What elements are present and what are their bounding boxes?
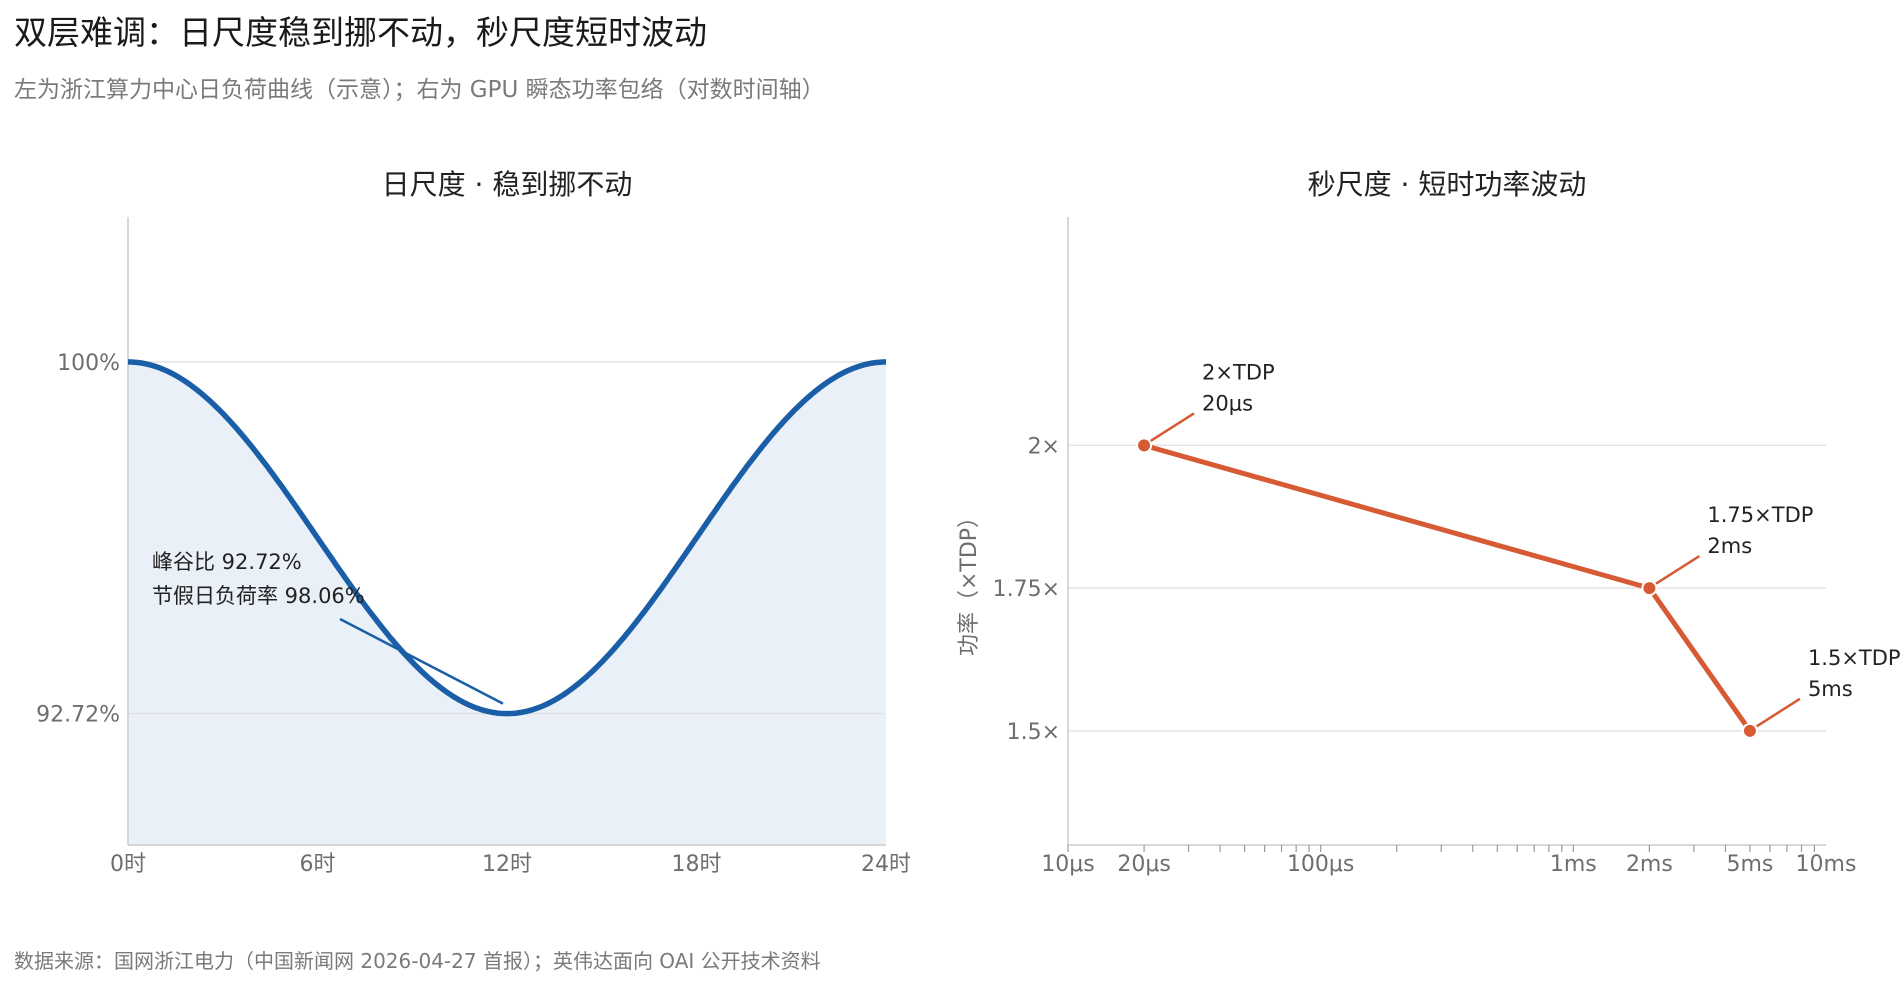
left-x-tick-label: 6时 xyxy=(300,852,336,877)
right-x-tick-label: 10μs xyxy=(1041,852,1094,877)
annotation-holiday-load-rate: 节假日负荷率 98.06% xyxy=(152,584,365,608)
right-y-tick-label: 1.75× xyxy=(993,577,1060,602)
point-leader-line xyxy=(1755,697,1801,728)
point-time-label: 5ms xyxy=(1808,677,1853,701)
annotation-peak-valley-ratio: 峰谷比 92.72% xyxy=(152,550,302,574)
point-leader-line xyxy=(1149,412,1195,443)
right-chart-title: 秒尺度 · 短时功率波动 xyxy=(1308,168,1587,201)
point-time-label: 2ms xyxy=(1707,534,1752,558)
source-note: 数据来源：国网浙江电力（中国新闻网 2026-04-27 首报）；英伟达面向 O… xyxy=(14,949,821,973)
daily-load-line xyxy=(127,359,887,717)
right-x-tick-label: 100μs xyxy=(1287,852,1354,877)
left-x-tick-label: 0时 xyxy=(110,852,146,877)
right-y-tick-label: 2× xyxy=(1028,434,1060,459)
power-data-point xyxy=(1741,722,1758,739)
power-data-point xyxy=(1641,580,1658,597)
right-x-tick-label: 20μs xyxy=(1117,852,1170,877)
daily-load-area xyxy=(128,361,886,845)
left-chart-title: 日尺度 · 稳到挪不动 xyxy=(382,168,633,201)
right-x-tick-label: 2ms xyxy=(1626,852,1673,877)
right-x-tick-label: 1ms xyxy=(1550,852,1597,877)
charts-canvas: 日尺度 · 稳到挪不动 100% 92.72% 0时 6时 12时 18时 24时 峰谷比 92… xyxy=(36,168,1901,877)
right-x-tick-label: 10ms xyxy=(1796,852,1857,877)
left-y-tick-label: 100% xyxy=(57,351,120,376)
left-x-tick-label: 24时 xyxy=(861,852,911,877)
right-y-axis-title: 功率（×TDP） xyxy=(957,506,982,656)
left-y-tick-label: 92.72% xyxy=(36,703,120,728)
point-power-label: 1.5×TDP xyxy=(1808,646,1901,670)
right-y-tick-label: 1.5× xyxy=(1007,720,1060,745)
point-power-label: 2×TDP xyxy=(1202,360,1275,384)
page-subtitle: 左为浙江算力中心日负荷曲线（示意）；右为 GPU 瞬态功率包络（对数时间轴） xyxy=(14,77,825,103)
point-time-label: 20μs xyxy=(1202,391,1253,415)
page-title: 双层难调：日尺度稳到挪不动，秒尺度短时波动 xyxy=(14,13,707,52)
power-data-point xyxy=(1136,437,1153,454)
right-x-tick-label: 5ms xyxy=(1726,852,1773,877)
left-x-tick-label: 18时 xyxy=(672,852,722,877)
annotation-pointer-line xyxy=(339,617,504,705)
point-power-label: 1.75×TDP xyxy=(1707,503,1813,527)
point-leader-line xyxy=(1654,555,1701,586)
left-x-tick-label: 12时 xyxy=(482,852,532,877)
